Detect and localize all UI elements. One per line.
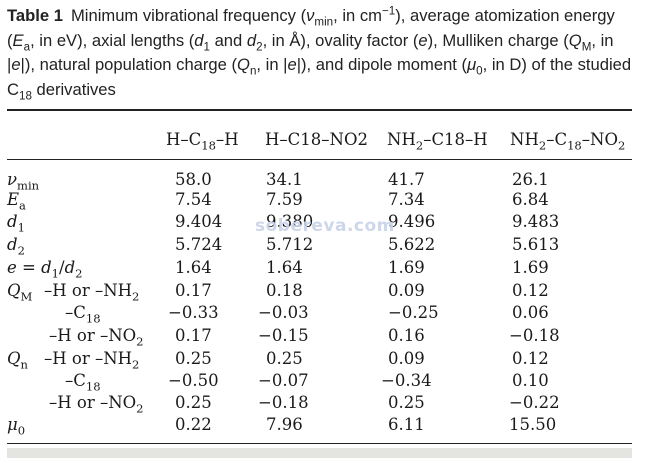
table-row: –H or –NO2 0.17 −0.15 0.16 −0.18 xyxy=(0,326,645,348)
table-cell: 0.25 xyxy=(175,393,212,412)
table-row: e = d1/d2 1.64 1.64 1.69 1.69 xyxy=(0,258,645,280)
table-cell: 26.1 xyxy=(512,170,549,189)
row-sublabel: –H or –NH2 xyxy=(44,349,140,372)
row-sublabel: –H or –NO2 xyxy=(49,326,144,349)
table-cell: −0.50 xyxy=(168,371,219,390)
table-cell: 0.17 xyxy=(175,281,212,300)
table-cell: 7.59 xyxy=(266,190,303,209)
table-cell: 0.17 xyxy=(175,326,212,345)
table-cell: −0.33 xyxy=(168,303,219,322)
table-row: –H or –NO2 0.25 −0.18 0.25 −0.22 xyxy=(0,393,645,415)
table-cell: −0.25 xyxy=(388,303,439,322)
table-cell: −0.22 xyxy=(509,393,560,412)
table-row: d2 5.724 5.712 5.622 5.613 xyxy=(0,235,645,257)
column-header-nh2-c18-no2: NH2–C18–NO2 xyxy=(510,130,626,153)
row-sublabel: –C18 xyxy=(65,371,101,394)
table-cell: 0.25 xyxy=(175,349,212,368)
table-cell: 0.25 xyxy=(388,393,425,412)
table-cell: −0.18 xyxy=(258,393,309,412)
watermark-text: sobereva.com xyxy=(255,216,395,236)
table-cell: −0.15 xyxy=(258,326,309,345)
table-cell: 0.06 xyxy=(512,303,549,322)
table-cell: 0.16 xyxy=(388,326,425,345)
row-sublabel: –C18 xyxy=(65,303,101,326)
row-label: Ea xyxy=(7,190,26,213)
table-label: Table 1 xyxy=(7,6,63,25)
table-cell: 6.11 xyxy=(388,415,425,434)
table-cell: 0.18 xyxy=(266,281,303,300)
table-cell: 5.613 xyxy=(512,235,560,254)
table-cell: 0.09 xyxy=(388,281,425,300)
table-cell: 0.09 xyxy=(388,349,425,368)
row-label: νmin xyxy=(7,170,40,193)
table-row: μ0 0.22 7.96 6.11 15.50 xyxy=(0,415,645,437)
table-cell: 15.50 xyxy=(509,415,557,434)
table-cell: 5.724 xyxy=(175,235,223,254)
table-cell: 7.34 xyxy=(388,190,425,209)
table-cell: 0.22 xyxy=(175,415,212,434)
table-row: QM –H or –NH2 0.17 0.18 0.09 0.12 xyxy=(0,281,645,303)
table-cell: 1.69 xyxy=(388,258,425,277)
table-cell: 0.10 xyxy=(512,371,549,390)
row-label: μ0 xyxy=(7,415,26,438)
table-cell: 0.25 xyxy=(266,349,303,368)
table-cell: 5.712 xyxy=(266,235,314,254)
table-cell: 34.1 xyxy=(266,170,303,189)
table-top-rule xyxy=(7,109,632,111)
table-cell: 6.84 xyxy=(512,190,549,209)
table-header-rule xyxy=(7,159,632,160)
row-sublabel: –H or –NH2 xyxy=(44,281,140,304)
table-row: –C18 −0.50 −0.07 −0.34 0.10 xyxy=(0,371,645,393)
table-cell: 9.496 xyxy=(388,212,436,231)
table-row: Qn –H or –NH2 0.25 0.25 0.09 0.12 xyxy=(0,349,645,371)
column-header-nh2-c18-h: NH2–C18–H xyxy=(387,130,488,153)
table-cell: 41.7 xyxy=(388,170,425,189)
table-cell: −0.03 xyxy=(258,303,309,322)
table-cell: 9.404 xyxy=(175,212,223,231)
table-cell: −0.34 xyxy=(381,371,432,390)
row-label: d1 xyxy=(7,212,25,235)
column-header-h-c18-no2: H–C18–NO2 xyxy=(265,130,368,149)
table-cell: 5.622 xyxy=(388,235,436,254)
table-cell: −0.18 xyxy=(509,326,560,345)
footer-band xyxy=(7,448,632,458)
row-sublabel: –H or –NO2 xyxy=(49,393,144,416)
table-row: –C18 −0.33 −0.03 −0.25 0.06 xyxy=(0,303,645,325)
table-cell: 1.64 xyxy=(266,258,303,277)
table-caption: Table 1 Minimum vibrational frequency (νm… xyxy=(7,4,632,102)
table-cell: 58.0 xyxy=(175,170,212,189)
table-row: Ea 7.54 7.59 7.34 6.84 xyxy=(0,190,645,212)
table-row: d1 9.404 9.380 9.496 9.483 xyxy=(0,212,645,234)
table-cell: −0.07 xyxy=(258,371,309,390)
row-label: Qn xyxy=(7,349,28,372)
row-label: d2 xyxy=(7,235,25,258)
column-header-h-c18-h: H–C18–H xyxy=(166,130,239,153)
row-label: e = d1/d2 xyxy=(7,258,83,281)
table-cell: 9.483 xyxy=(512,212,560,231)
row-label: QM xyxy=(7,281,33,304)
table-row: νmin 58.0 34.1 41.7 26.1 xyxy=(0,170,645,192)
table-cell: 1.64 xyxy=(175,258,212,277)
table-bottom-rule xyxy=(7,443,632,444)
table-cell: 7.54 xyxy=(175,190,212,209)
table-cell: 9.380 xyxy=(266,212,314,231)
table-cell: 1.69 xyxy=(512,258,549,277)
table-cell: 7.96 xyxy=(266,415,303,434)
table-cell: 0.12 xyxy=(512,349,549,368)
table-cell: 0.12 xyxy=(512,281,549,300)
